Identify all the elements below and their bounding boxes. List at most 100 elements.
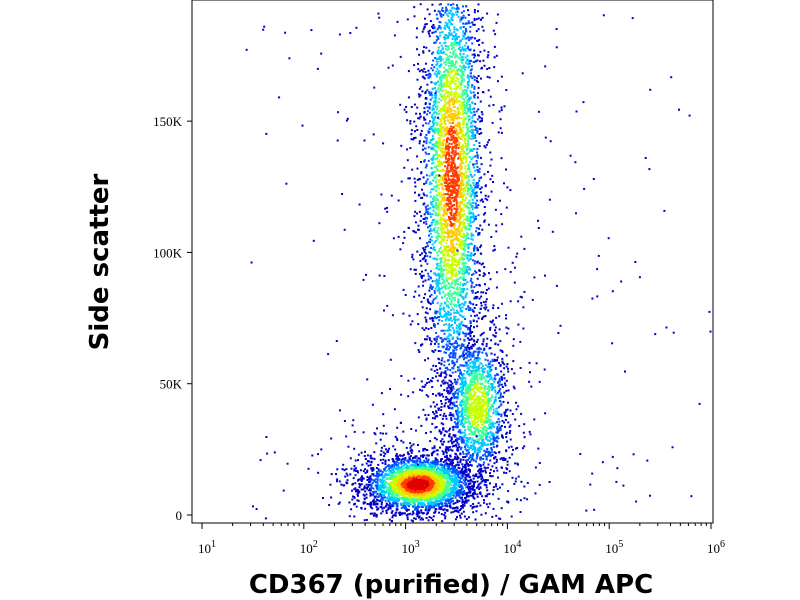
event-dot — [460, 380, 463, 383]
event-dot — [475, 474, 478, 477]
event-dot — [431, 482, 434, 484]
event-dot — [495, 460, 498, 463]
event-dot — [481, 391, 484, 394]
event-dot — [453, 480, 456, 483]
event-dot — [506, 500, 509, 503]
event-dot — [499, 388, 502, 391]
event-dot — [474, 427, 477, 430]
event-dot — [394, 472, 397, 474]
event-dot — [436, 415, 439, 418]
event-dot — [507, 490, 510, 493]
event-dot — [364, 471, 367, 474]
event-dot — [485, 379, 488, 382]
event-dot — [505, 432, 508, 435]
event-dot — [454, 370, 457, 373]
event-dot — [362, 470, 365, 473]
event-dot — [366, 460, 369, 462]
event-dot — [431, 492, 434, 495]
event-dot — [497, 307, 500, 309]
event-dot — [451, 471, 454, 474]
event-dot — [434, 502, 437, 505]
event-dot — [377, 484, 380, 486]
event-dot — [459, 485, 462, 488]
event-dot — [427, 459, 430, 462]
event-dot — [505, 431, 508, 434]
event-dot — [493, 451, 496, 454]
event-dot — [464, 433, 467, 436]
event-dot — [446, 465, 449, 468]
event-dot — [471, 437, 474, 440]
event-dot — [509, 438, 512, 441]
event-dot — [486, 393, 489, 395]
event-dot — [430, 505, 433, 508]
event-dot — [442, 474, 445, 476]
event-dot — [404, 457, 407, 460]
event-dot — [517, 463, 519, 466]
event-dot — [471, 455, 474, 458]
event-dot — [430, 172, 433, 175]
event-dot — [474, 448, 477, 450]
event-dot — [481, 418, 484, 421]
event-dot — [471, 457, 474, 460]
event-dot — [389, 484, 392, 487]
event-dot — [484, 471, 487, 474]
event-dot — [406, 493, 409, 496]
event-dot — [397, 494, 400, 497]
event-dot — [384, 480, 387, 483]
event-dot — [376, 503, 379, 506]
event-dot — [451, 445, 454, 448]
event-dot — [454, 356, 457, 359]
event-dot — [468, 394, 471, 397]
event-dot — [533, 276, 536, 279]
event-dot — [428, 489, 431, 491]
event-dot — [405, 463, 408, 466]
event-dot — [434, 474, 437, 477]
event-dot — [336, 468, 339, 471]
event-dot — [473, 450, 476, 453]
event-dot — [482, 365, 484, 368]
event-dot — [443, 497, 446, 500]
event-dot — [465, 404, 468, 407]
event-dot — [436, 178, 439, 181]
event-dot — [461, 498, 464, 501]
event-dot — [466, 392, 469, 395]
event-dot — [469, 381, 472, 384]
event-dot — [490, 442, 493, 445]
event-dot — [414, 507, 417, 510]
event-dot — [454, 501, 457, 504]
event-dot — [490, 425, 493, 428]
event-dot — [372, 467, 375, 470]
event-dot — [444, 64, 447, 66]
event-dot — [464, 406, 467, 409]
event-dot — [400, 506, 403, 509]
event-dot — [336, 480, 338, 483]
event-dot — [466, 491, 468, 494]
event-dot — [437, 466, 440, 469]
event-dot — [439, 491, 442, 494]
event-dot — [521, 447, 524, 450]
event-dot — [448, 465, 451, 468]
event-dot — [555, 284, 558, 287]
event-dot — [418, 511, 421, 514]
event-dot — [505, 379, 508, 382]
event-dot — [449, 399, 452, 402]
event-dot — [487, 393, 490, 396]
event-dot — [470, 413, 473, 416]
event-dot — [490, 339, 493, 342]
event-dot — [402, 489, 405, 492]
event-dot — [374, 474, 377, 477]
event-dot — [465, 462, 468, 465]
event-dot — [443, 464, 446, 467]
event-dot — [494, 398, 497, 401]
event-dot — [429, 440, 432, 443]
event-dot — [454, 452, 457, 455]
event-dot — [416, 479, 419, 482]
event-dot — [467, 463, 470, 466]
event-dot — [425, 448, 428, 451]
event-dot — [472, 506, 475, 509]
event-dot — [454, 443, 457, 446]
event-dot — [420, 473, 423, 476]
event-dot — [451, 442, 454, 445]
event-dot — [400, 421, 402, 424]
event-dot — [466, 407, 469, 409]
